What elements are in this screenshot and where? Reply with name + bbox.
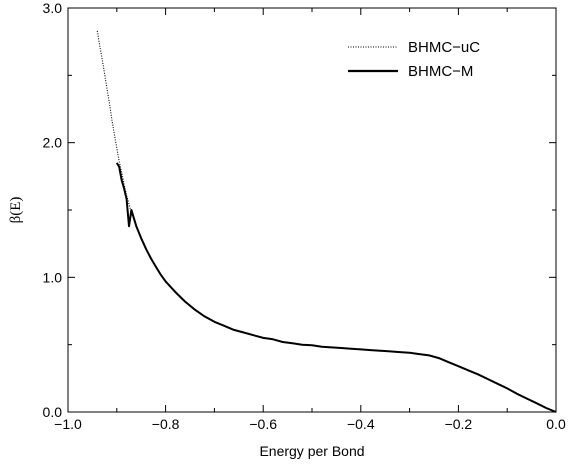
legend-label: BHMC−uC	[408, 39, 480, 56]
y-tick-label: 2.0	[43, 135, 63, 151]
series-layer	[96, 30, 557, 413]
x-tick-label: −0.4	[347, 416, 375, 432]
y-axis-title: β(E)	[8, 197, 24, 224]
series-line-bhmc-m	[115, 162, 557, 413]
y-ticks: 0.0 1.0 2.0 3.0	[43, 0, 556, 420]
x-axis-title: Energy per Bond	[259, 443, 364, 459]
x-ticks: −1.0 −0.8 −0.6 −0.4 −0.2 0.0	[54, 8, 566, 432]
legend: BHMC−uC BHMC−M	[348, 39, 480, 80]
x-tick-label: −1.0	[54, 416, 82, 432]
y-tick-label: 1.0	[43, 269, 63, 285]
plot-frame	[67, 7, 557, 413]
y-tick-label: 3.0	[43, 0, 63, 16]
y-tick-label: 0.0	[43, 404, 63, 420]
legend-label: BHMC−M	[408, 63, 473, 80]
axes: −1.0 −0.8 −0.6 −0.4 −0.2 0.0 0.0 1.0 2.0 3.0	[43, 0, 566, 432]
x-tick-label: 0.0	[546, 416, 566, 432]
series-line-bhmc-uc	[96, 30, 557, 413]
x-tick-label: −0.6	[249, 416, 277, 432]
x-tick-label: −0.8	[152, 416, 180, 432]
x-tick-label: −0.2	[445, 416, 473, 432]
